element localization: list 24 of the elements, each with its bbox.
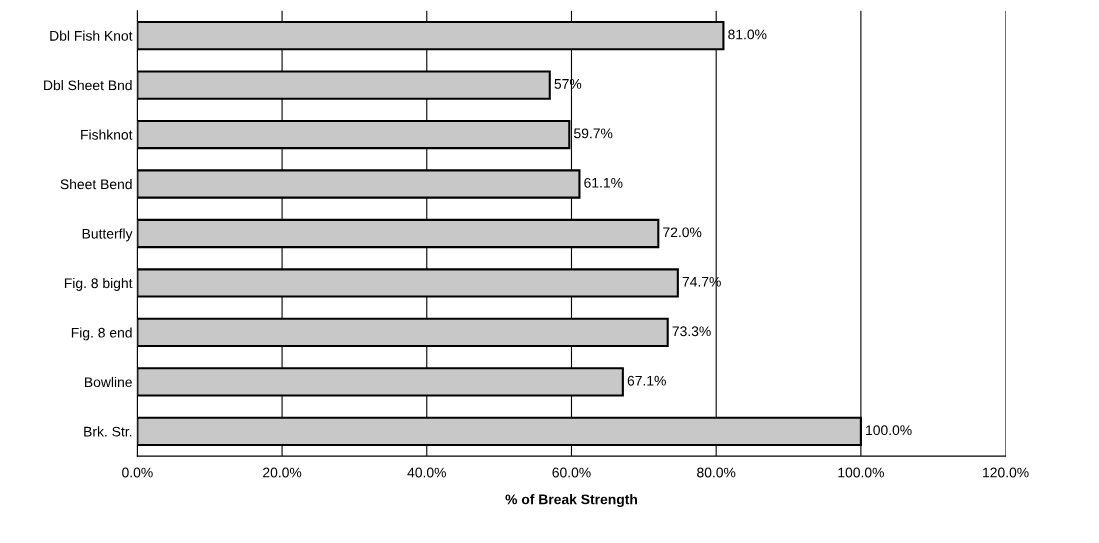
y-tick-label: Butterfly — [82, 228, 133, 242]
y-tick-label: Dbl Sheet Bnd — [44, 80, 132, 91]
data-label: 61.1% — [584, 177, 623, 188]
x-tick-label: 80.0% — [697, 467, 736, 478]
data-label: 73.3% — [672, 326, 711, 337]
x-tick-label: 0.0% — [122, 467, 153, 478]
y-tick-label: Fishknot — [81, 129, 133, 140]
y-tick-label: Brk. Str. — [84, 426, 132, 437]
x-tick-label: 20.0% — [263, 467, 302, 478]
x-tick-label: 40.0% — [407, 467, 446, 478]
x-axis-title: % of Break Strength — [505, 494, 637, 508]
data-label: 100.0% — [866, 425, 912, 436]
data-label: 72.0% — [663, 227, 702, 238]
data-label: 67.1% — [627, 375, 666, 386]
y-tick-label: Sheet Bend — [60, 178, 132, 190]
x-tick-label: 100.0% — [838, 467, 884, 478]
y-tick-label: Bowline — [85, 376, 132, 388]
x-tick-label: 120.0% — [983, 467, 1029, 478]
x-tick-label: 60.0% — [552, 467, 591, 478]
data-label: 81.0% — [728, 29, 767, 40]
y-tick-label: Fig. 8 end — [71, 327, 132, 341]
y-tick-label: Fig. 8 bight — [64, 277, 133, 291]
y-tick-label: Dbl Fish Knot — [50, 30, 133, 41]
data-label: 59.7% — [574, 128, 613, 139]
